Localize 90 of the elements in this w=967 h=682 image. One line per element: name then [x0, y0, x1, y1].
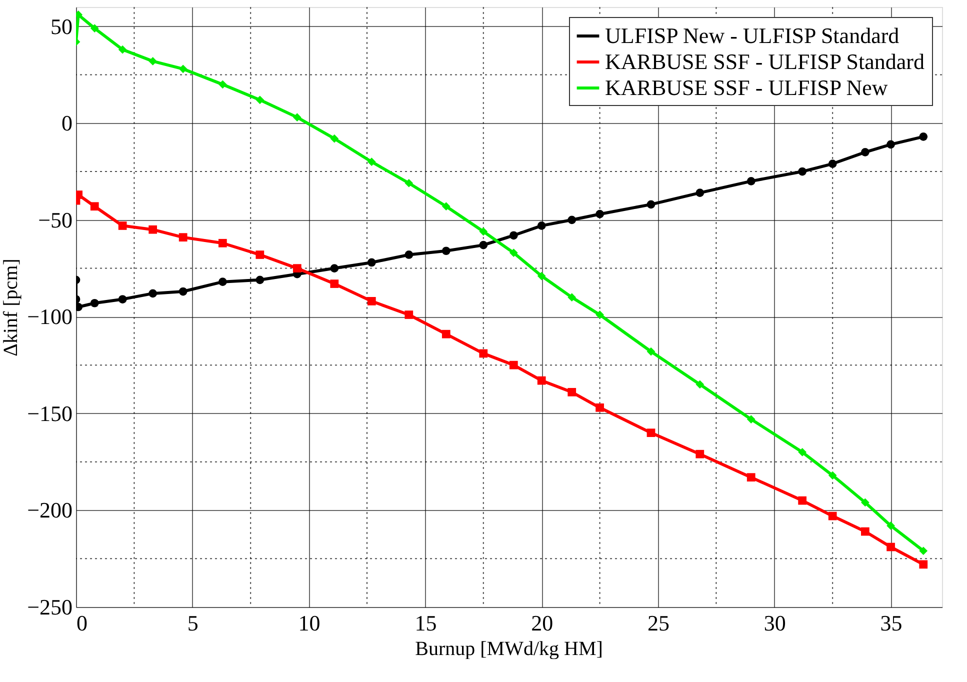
- point: [218, 238, 227, 248]
- point: [90, 24, 99, 32]
- point: [367, 297, 376, 306]
- y-tick-label: 0: [62, 110, 72, 136]
- point: [218, 278, 227, 286]
- point: [828, 160, 837, 168]
- point: [696, 188, 704, 197]
- point: [596, 403, 604, 412]
- point: [404, 178, 414, 188]
- point: [646, 428, 656, 437]
- point: [479, 240, 488, 250]
- point: [148, 225, 158, 234]
- point: [828, 512, 837, 520]
- point: [90, 298, 99, 308]
- point: [330, 264, 339, 272]
- point: [696, 450, 704, 458]
- point: [218, 80, 227, 89]
- point: [537, 272, 546, 280]
- point: [479, 227, 488, 236]
- y-tick-label: 50: [50, 14, 72, 39]
- point: [828, 471, 837, 480]
- point: [178, 287, 188, 296]
- point: [919, 132, 928, 141]
- point: [596, 310, 604, 319]
- point: [860, 498, 870, 507]
- legend-label: KARBUSE SSF - ULFISP Standard: [605, 49, 924, 74]
- x-axis-title: Burnup [MWd/kg HM]: [415, 638, 603, 660]
- point: [330, 134, 339, 143]
- point: [256, 276, 264, 284]
- point: [292, 113, 302, 122]
- point: [646, 347, 656, 356]
- y-tick-label: −250: [27, 594, 72, 620]
- point: [746, 473, 756, 482]
- y-tick-label: −200: [27, 498, 72, 523]
- point: [118, 295, 127, 304]
- point: [509, 360, 518, 370]
- legend-label: ULFISP New - ULFISP Standard: [605, 23, 900, 48]
- point: [568, 293, 576, 302]
- point: [442, 202, 450, 211]
- point: [90, 202, 99, 211]
- point: [646, 200, 656, 209]
- point: [509, 231, 518, 240]
- y-tick-label: −150: [27, 400, 72, 426]
- y-tick-label: −100: [27, 304, 72, 330]
- point: [148, 289, 158, 298]
- point: [118, 45, 127, 54]
- point: [148, 57, 158, 66]
- point: [798, 167, 807, 176]
- x-tick-label: 10: [298, 610, 320, 636]
- y-axis-title: Δkinf [pcm]: [0, 258, 22, 356]
- point: [746, 415, 756, 424]
- point: [404, 250, 414, 259]
- point: [860, 527, 870, 536]
- point: [886, 542, 895, 552]
- y-tick-label: −50: [38, 207, 72, 232]
- point: [479, 349, 488, 358]
- point: [886, 522, 895, 530]
- point: [746, 177, 756, 186]
- point: [509, 248, 518, 257]
- point: [442, 246, 450, 256]
- point: [178, 233, 188, 242]
- point: [537, 376, 546, 385]
- point: [367, 258, 376, 267]
- x-tick-label: 30: [764, 610, 786, 636]
- x-tick-label: 15: [414, 610, 437, 636]
- point: [367, 158, 376, 166]
- x-tick-label: 25: [647, 610, 670, 636]
- x-tick-label: 20: [531, 610, 554, 636]
- point: [860, 148, 870, 156]
- point: [292, 264, 302, 272]
- point: [118, 222, 127, 230]
- point: [256, 250, 264, 259]
- point: [404, 310, 414, 319]
- x-tick-label: 5: [187, 610, 198, 636]
- point: [886, 140, 895, 149]
- point: [596, 210, 604, 218]
- point: [919, 560, 928, 569]
- point: [537, 222, 546, 230]
- legend-label: KARBUSE SSF - ULFISP New: [605, 75, 888, 100]
- point: [696, 380, 704, 389]
- point: [178, 64, 188, 74]
- point: [256, 96, 264, 104]
- point: [330, 280, 339, 288]
- point: [798, 448, 807, 456]
- point: [442, 330, 450, 338]
- x-tick-label: 35: [880, 610, 902, 636]
- point: [568, 216, 576, 224]
- point: [568, 388, 576, 396]
- point: [798, 496, 807, 505]
- point: [919, 546, 928, 556]
